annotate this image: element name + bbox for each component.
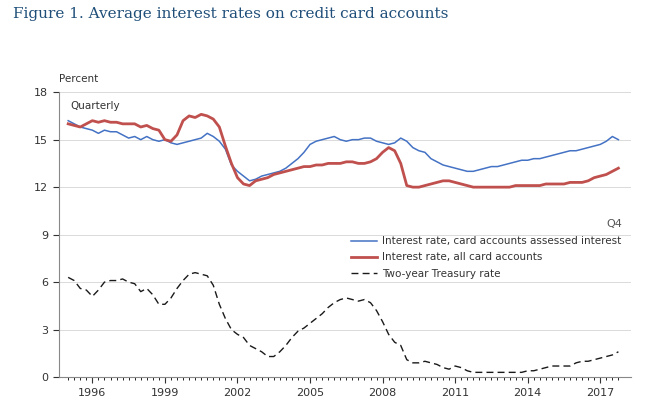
Text: Percent: Percent bbox=[58, 74, 98, 84]
Text: Figure 1. Average interest rates on credit card accounts: Figure 1. Average interest rates on cred… bbox=[13, 7, 448, 21]
Text: Quarterly: Quarterly bbox=[70, 101, 120, 111]
Text: Q4: Q4 bbox=[606, 219, 622, 229]
Legend: Interest rate, card accounts assessed interest, Interest rate, all card accounts: Interest rate, card accounts assessed in… bbox=[346, 232, 625, 283]
